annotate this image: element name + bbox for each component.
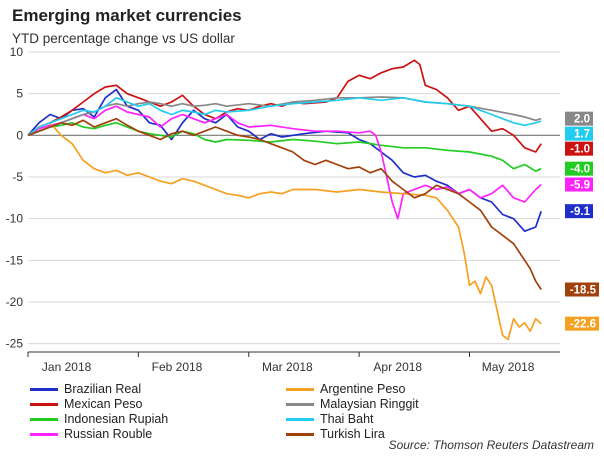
end-label-value: -18.5 — [570, 285, 597, 297]
legend-item: Argentine Peso — [286, 382, 405, 396]
legend-item: Thai Baht — [286, 412, 374, 426]
end-label-box — [565, 177, 593, 192]
y-tick-label: 10 — [10, 45, 24, 59]
legend-swatch — [286, 417, 314, 421]
end-label-box — [565, 111, 593, 126]
series-line-russian-rouble — [27, 105, 542, 220]
x-tick-label: Feb 2018 — [152, 360, 203, 374]
legend-label: Indonesian Rupiah — [64, 412, 169, 426]
grid-layer — [28, 51, 560, 345]
end-label-value: -4.0 — [570, 164, 590, 176]
x-tick-label: Jan 2018 — [42, 360, 92, 374]
x-tick-label: May 2018 — [482, 360, 535, 374]
y-tick-label: -15 — [6, 253, 24, 267]
legend-item: Turkish Lira — [286, 427, 385, 441]
axis-layer: 10 5 0 -5 -10 -15 -20 -25 Jan 2018 Feb 2018 Mar 20… — [6, 45, 560, 374]
chart-title: Emerging market currencies — [12, 6, 242, 25]
legend-swatch — [286, 402, 314, 406]
source-note: Source: Thomson Reuters Datastream — [388, 438, 594, 452]
series-line-indonesian-rupiah — [27, 121, 542, 173]
end-label-box — [565, 204, 593, 219]
end-label-box — [565, 282, 599, 297]
end-label-box — [565, 161, 593, 176]
end-label-value: -1.0 — [570, 144, 590, 156]
end-label-box — [565, 316, 599, 331]
end-label-box — [565, 141, 593, 156]
end-label-value: -5.9 — [570, 180, 590, 192]
legend-label: Thai Baht — [320, 412, 374, 426]
legend-swatch — [30, 402, 58, 406]
series-line-thai-baht — [27, 96, 542, 136]
legend-label: Mexican Peso — [64, 397, 143, 411]
end-label-value: -9.1 — [570, 206, 590, 218]
legend-swatch — [30, 417, 58, 421]
legend-swatch — [286, 387, 314, 391]
legend-swatch — [286, 432, 314, 436]
end-label-box — [565, 126, 593, 141]
y-tick-label: -10 — [6, 212, 24, 226]
y-tick-label: -5 — [12, 170, 23, 184]
y-tick-label: -20 — [6, 295, 24, 309]
series-layer — [27, 59, 543, 341]
end-label-layer: 2.0 1.7 -1.0 -4.0 -5.9 -9.1 -18.5 -22.6 — [565, 111, 599, 331]
legend-swatch — [30, 387, 58, 391]
legend-item: Brazilian Real — [30, 382, 141, 396]
legend-label: Russian Rouble — [64, 427, 153, 441]
legend-item: Mexican Peso — [30, 397, 143, 411]
x-tick-label: Apr 2018 — [373, 360, 422, 374]
x-tick-label: Mar 2018 — [262, 360, 313, 374]
legend-item: Malaysian Ringgit — [286, 397, 419, 411]
end-label-value: 2.0 — [574, 114, 590, 126]
chart-subtitle: YTD percentage change vs US dollar — [12, 31, 235, 46]
legend-label: Malaysian Ringgit — [320, 397, 419, 411]
legend-label: Argentine Peso — [320, 382, 406, 396]
y-tick-label: 5 — [16, 87, 23, 101]
end-label-value: -22.6 — [570, 319, 596, 331]
legend-item: Indonesian Rupiah — [30, 412, 168, 426]
legend-item: Russian Rouble — [30, 427, 152, 441]
end-label-value: 1.7 — [574, 129, 590, 141]
series-line-malaysian-ringgit — [27, 96, 542, 137]
y-tick-label: 0 — [16, 128, 23, 142]
y-tick-label: -25 — [6, 337, 24, 351]
series-line-argentine-peso — [27, 121, 542, 341]
legend-swatch — [30, 432, 58, 436]
legend-label: Turkish Lira — [320, 427, 385, 441]
series-line-turkish-lira — [27, 117, 542, 290]
legend-label: Brazilian Real — [64, 382, 142, 396]
